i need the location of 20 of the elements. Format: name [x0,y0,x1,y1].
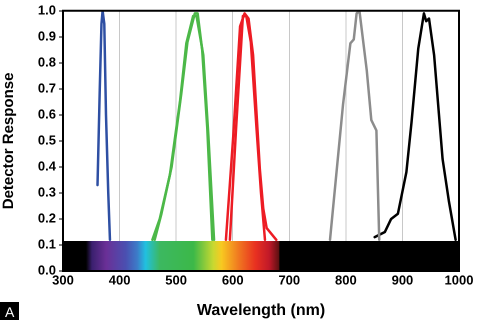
y-axis-title: Detector Response [0,72,18,210]
y-tick-label: 0.2 [38,210,56,226]
x-tick-label: 400 [108,272,130,288]
x-tick-label: 800 [335,272,357,288]
y-tick-label: 0.7 [38,80,56,96]
y-tick-label: 0.9 [38,28,56,44]
y-tick-label: 0.6 [38,106,56,122]
x-tick-label: 900 [392,272,414,288]
x-axis-title: Wavelength (nm) [196,302,326,319]
x-tick-label: 700 [278,272,300,288]
y-tick-label: 0.8 [38,54,56,70]
y-tick-label: 0.4 [38,158,57,174]
y-tick-label: 0.5 [38,132,56,148]
text: A [0,302,20,320]
y-tick-label: 1.0 [38,2,56,18]
y-tick-label: 0.3 [38,184,56,200]
x-tick-label: 500 [165,272,187,288]
y-tick-label: 0.1 [38,236,56,252]
x-tick-label: 600 [222,272,244,288]
x-tick-label: 1000 [444,272,474,288]
